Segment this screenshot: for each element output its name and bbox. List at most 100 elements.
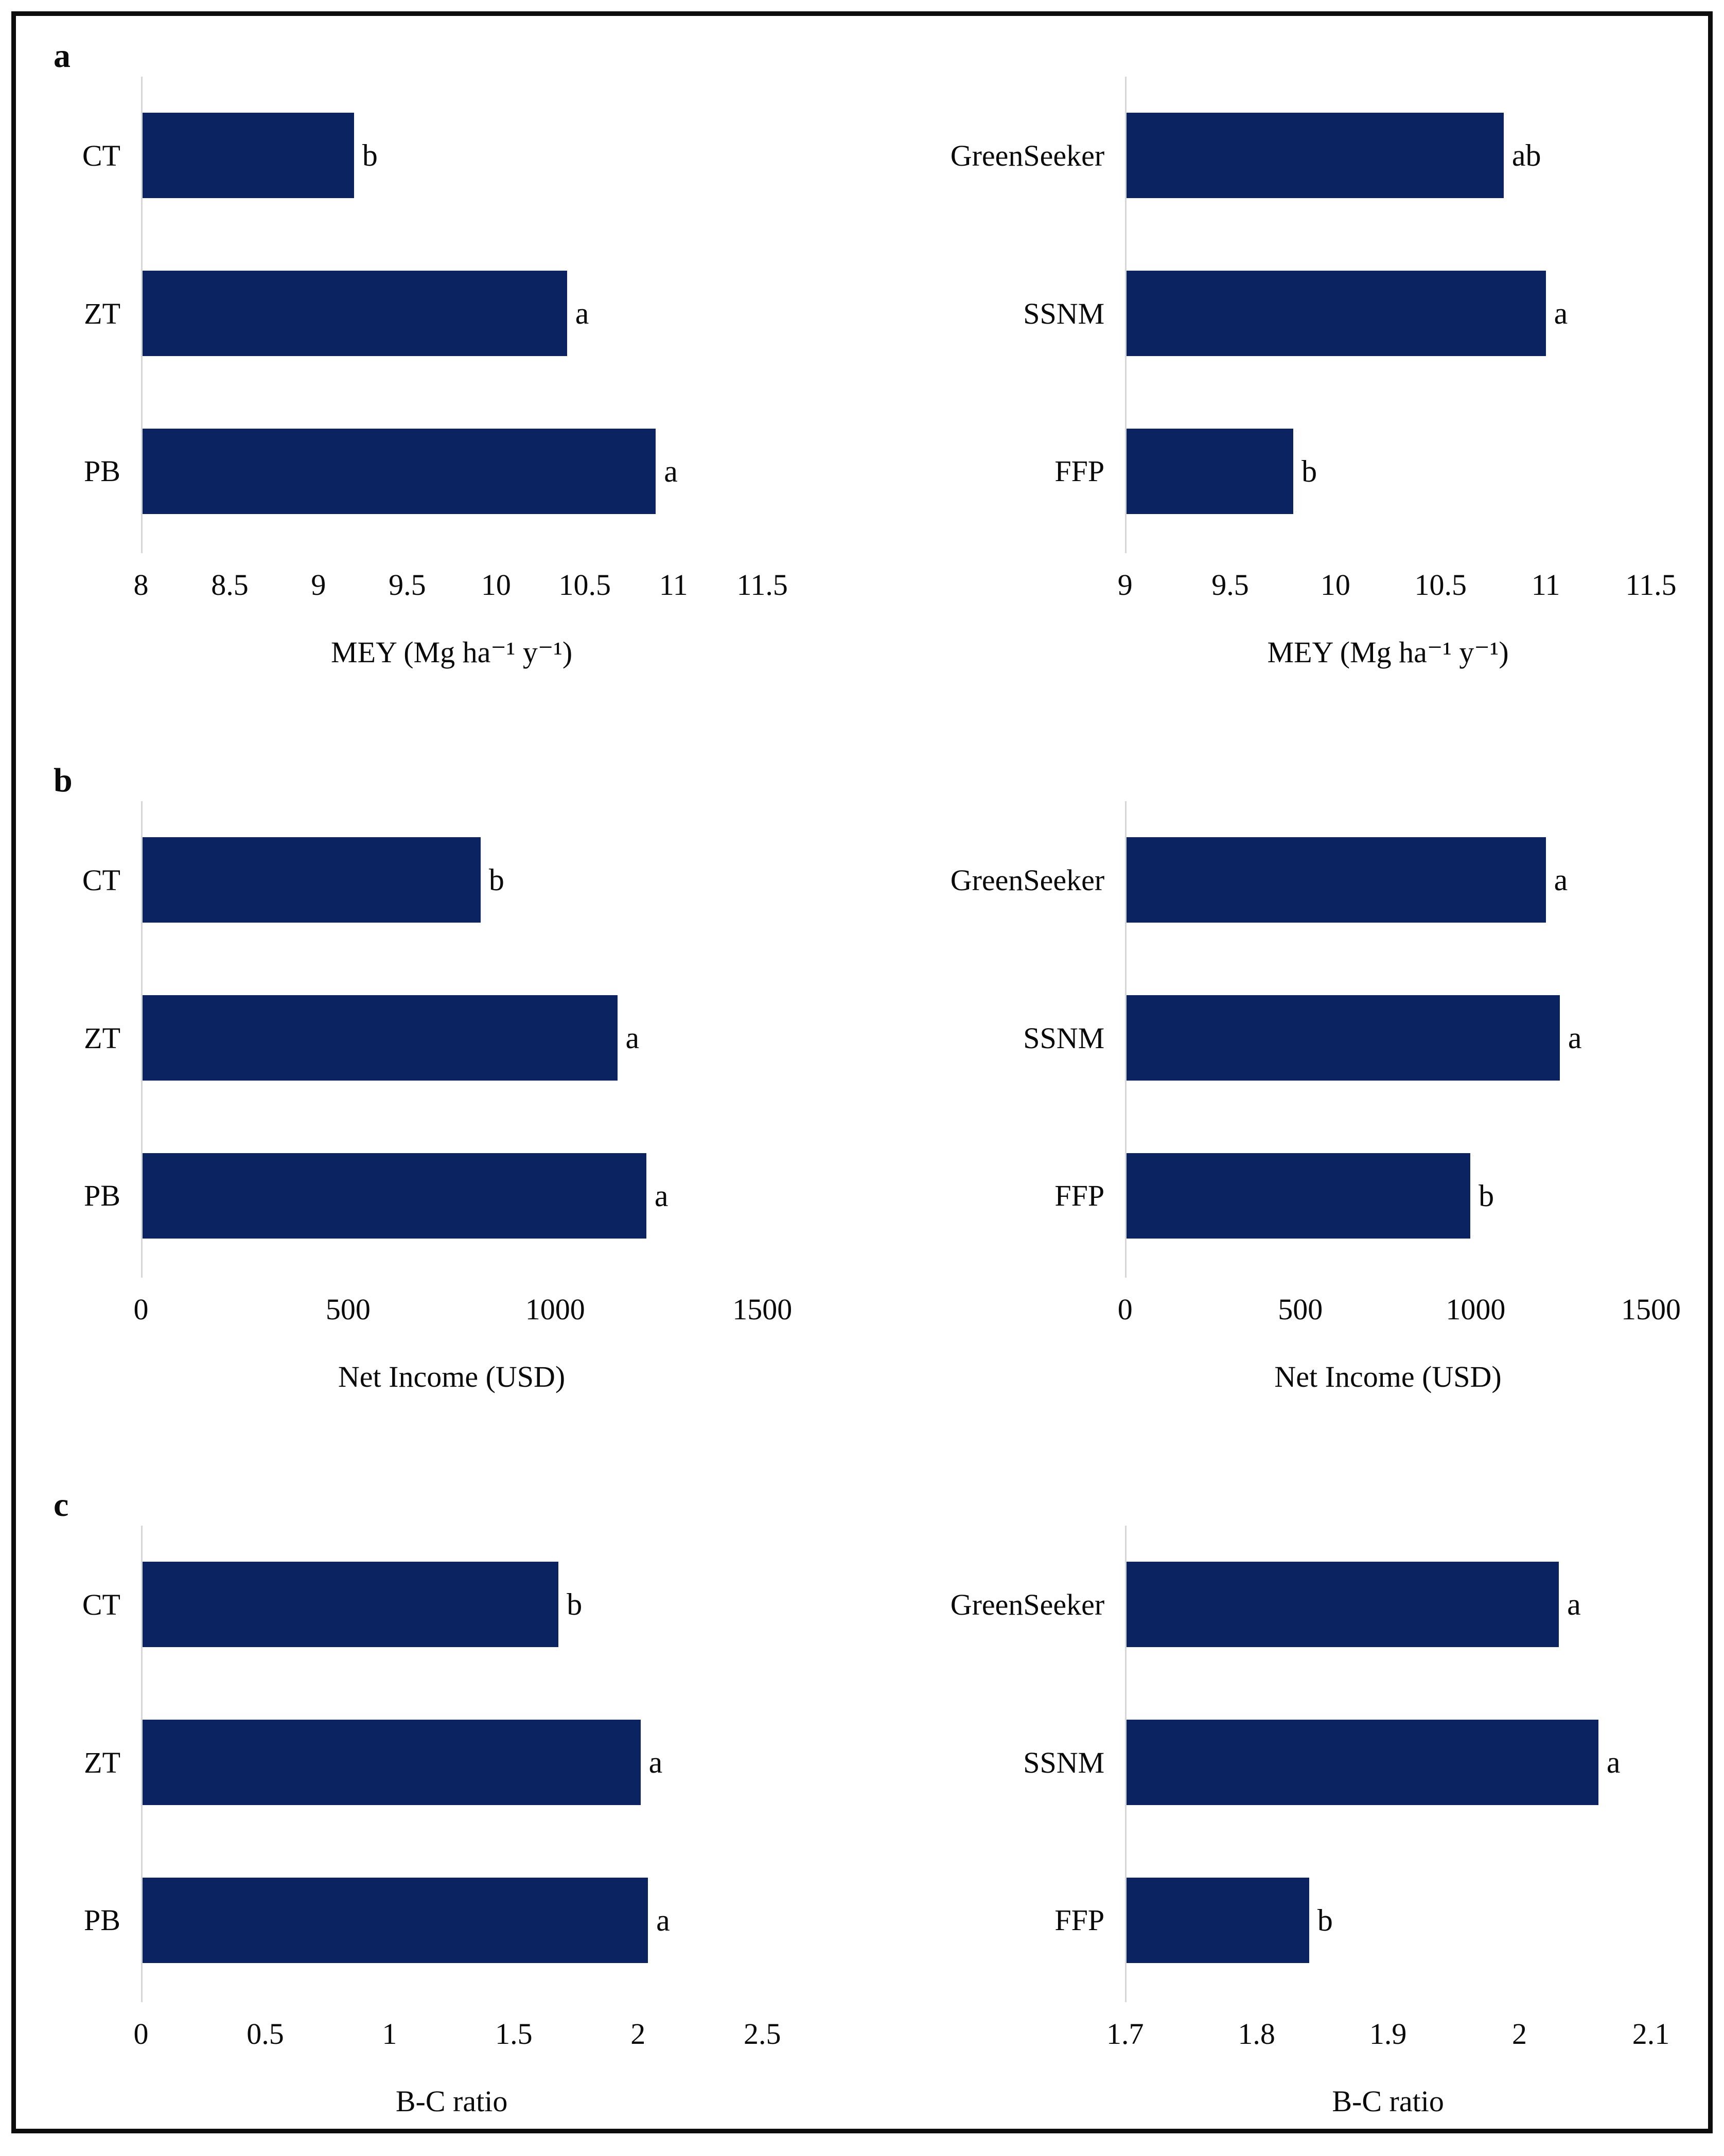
- panel-c: c CT b ZT a PB a 0 0.5 1 1.5 2 2.5 B-C ratio GreenSe…: [30, 1485, 1700, 2127]
- bar-track: a: [141, 392, 811, 550]
- category-label: PB: [84, 454, 120, 488]
- panel-label-c: c: [54, 1486, 69, 1524]
- bar-track: a: [1125, 235, 1700, 393]
- x-tick-label: 1.7: [1106, 2017, 1144, 2051]
- significance-letter: b: [362, 138, 378, 173]
- panel-b: b CT b ZT a PB a 0 500 1000 1500 Net Income (USD) …: [30, 760, 1700, 1402]
- x-axis-ticks-scale: 8 8.5 9 9.5 10 10.5 11 11.5: [134, 550, 788, 622]
- bar-row: FFP b: [811, 392, 1700, 550]
- bar-track: ab: [1125, 77, 1700, 235]
- bar-track: a: [141, 1684, 811, 1842]
- x-tick-label: 10.5: [1414, 568, 1467, 602]
- category-label: FFP: [1054, 454, 1105, 488]
- figure-frame: a CT b ZT a PB a 8 8.5 9 9.5 10 10.5 11 11.5 MEY (Mg h…: [11, 11, 1713, 2133]
- x-axis-ticks-scale: 0 500 1000 1500: [134, 1275, 793, 1347]
- bar-row: ZT a: [30, 959, 811, 1117]
- significance-letter: a: [575, 296, 589, 330]
- x-tick-label: 8: [133, 568, 149, 602]
- x-axis-ticks: 9 9.5 10 10.5 11 11.5: [1118, 550, 1700, 622]
- panel-b-charts-row: CT b ZT a PB a 0 500 1000 1500 Net Income (USD) Gr…: [30, 801, 1700, 1402]
- bar-row: CT b: [30, 77, 811, 235]
- x-tick-label: 10.5: [558, 568, 611, 602]
- bar-track: a: [141, 959, 811, 1117]
- bar-row: SSNM a: [811, 959, 1700, 1117]
- bar-row: PB a: [30, 392, 811, 550]
- bar: [141, 995, 618, 1081]
- x-tick-label: 11.5: [1625, 568, 1677, 602]
- x-tick-label: 11: [659, 568, 688, 602]
- significance-letter: a: [656, 1903, 670, 1937]
- bar-row: GreenSeeker a: [811, 801, 1700, 959]
- significance-letter: a: [1554, 863, 1568, 897]
- bar-row: SSNM a: [811, 1684, 1700, 1842]
- panel-label-a: a: [54, 37, 71, 75]
- x-axis-ticks: 0 500 1000 1500: [134, 1275, 811, 1347]
- bar: [141, 1153, 646, 1239]
- category-label: CT: [82, 1587, 120, 1621]
- significance-letter: a: [664, 454, 678, 488]
- category-label: SSNM: [1023, 1021, 1105, 1055]
- bar: [1125, 271, 1546, 356]
- bar-track: a: [1125, 801, 1700, 959]
- x-tick-label: 0: [1117, 1293, 1133, 1326]
- bar: [1125, 428, 1294, 514]
- x-axis-ticks: 0 500 1000 1500: [1118, 1275, 1700, 1347]
- bar-row: CT b: [30, 801, 811, 959]
- bar-track: b: [141, 77, 811, 235]
- x-axis-ticks-scale: 0 0.5 1 1.5 2 2.5: [134, 1999, 781, 2071]
- bar-track: a: [141, 235, 811, 393]
- panel-a-charts-row: CT b ZT a PB a 8 8.5 9 9.5 10 10.5 11 11.5 MEY (Mg ha⁻…: [30, 77, 1700, 678]
- significance-letter: a: [648, 1745, 663, 1779]
- chart-income-tillage: CT b ZT a PB a 0 500 1000 1500 Net Income (USD): [30, 801, 811, 1402]
- x-tick-label: 1500: [732, 1293, 793, 1326]
- x-tick-label: 1000: [525, 1293, 585, 1326]
- bar-track: b: [1125, 1117, 1700, 1275]
- bar-track: a: [141, 1841, 811, 1999]
- x-tick-label: 2.1: [1632, 2017, 1670, 2051]
- category-label: GreenSeeker: [950, 1587, 1105, 1621]
- category-label: CT: [82, 863, 120, 897]
- category-label: PB: [84, 1903, 120, 1937]
- significance-letter: b: [488, 863, 504, 897]
- plot-area: CT b ZT a PB a: [30, 77, 811, 553]
- x-tick-label: 11.5: [736, 568, 788, 602]
- bar-track: a: [141, 1117, 811, 1275]
- bar: [141, 113, 354, 199]
- bar: [1125, 1562, 1559, 1648]
- x-tick-label: 500: [325, 1293, 371, 1326]
- x-tick-label: 9: [311, 568, 326, 602]
- category-label: PB: [84, 1179, 120, 1213]
- chart-income-nutrient: GreenSeeker a SSNM a FFP b 0 500 1000 1500 Net Inc…: [811, 801, 1700, 1402]
- x-axis-title: B-C ratio: [1332, 2084, 1444, 2118]
- x-tick-label: 1.8: [1238, 2017, 1275, 2051]
- category-label: GreenSeeker: [950, 138, 1105, 172]
- y-axis-line: [1125, 801, 1127, 1278]
- y-axis-line: [141, 77, 143, 553]
- plot-area: GreenSeeker a SSNM a FFP b: [811, 801, 1700, 1278]
- bar-track: b: [1125, 1841, 1700, 1999]
- x-tick-label: 0.5: [247, 2017, 284, 2051]
- significance-letter: ab: [1511, 138, 1541, 173]
- significance-letter: a: [625, 1021, 640, 1055]
- bar: [1125, 837, 1546, 923]
- bar: [141, 1877, 648, 1963]
- significance-letter: a: [1568, 1021, 1582, 1055]
- category-label: FFP: [1054, 1179, 1105, 1213]
- x-axis-ticks: 1.7 1.8 1.9 2 2.1: [1106, 1999, 1700, 2071]
- y-axis-line: [141, 1526, 143, 2002]
- bar: [141, 1562, 559, 1648]
- y-axis-line: [1125, 77, 1127, 553]
- chart-bc-ratio-tillage: CT b ZT a PB a 0 0.5 1 1.5 2 2.5 B-C ratio: [30, 1526, 811, 2127]
- x-axis-ticks-scale: 9 9.5 10 10.5 11 11.5: [1118, 550, 1677, 622]
- significance-letter: b: [1479, 1178, 1494, 1213]
- x-axis-title: Net Income (USD): [1274, 1360, 1502, 1393]
- bar: [141, 1720, 641, 1805]
- bar: [1125, 113, 1504, 199]
- plot-area: CT b ZT a PB a: [30, 801, 811, 1278]
- x-axis-title: MEY (Mg ha⁻¹ y⁻¹): [1267, 635, 1509, 669]
- panel-label-b: b: [54, 762, 73, 799]
- bar-track: b: [1125, 392, 1700, 550]
- x-axis-ticks: 0 0.5 1 1.5 2 2.5: [134, 1999, 811, 2071]
- x-axis-ticks-scale: 1.7 1.8 1.9 2 2.1: [1106, 1999, 1669, 2071]
- panel-c-charts-row: CT b ZT a PB a 0 0.5 1 1.5 2 2.5 B-C ratio GreenSeek…: [30, 1526, 1700, 2127]
